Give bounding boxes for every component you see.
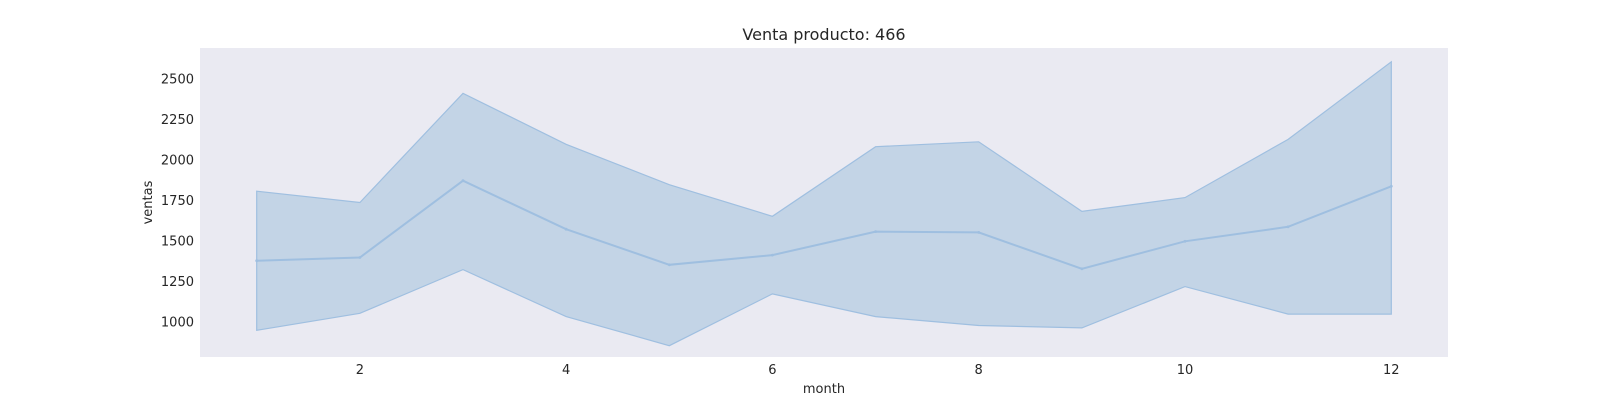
y-tick-label: 1000	[161, 315, 194, 330]
data-point	[358, 256, 362, 259]
x-tick-label: 2	[356, 363, 364, 378]
x-tick-label: 10	[1177, 363, 1194, 378]
data-point	[667, 263, 671, 267]
data-point	[1389, 184, 1393, 188]
y-axis-label: ventas	[141, 180, 156, 224]
y-tick-label: 1250	[161, 275, 194, 290]
x-tick-label: 4	[562, 363, 570, 378]
series-line-layer	[255, 179, 1393, 271]
x-tick-label: 8	[975, 363, 983, 378]
y-tick-label: 1750	[161, 194, 194, 209]
x-axis-label: month	[803, 382, 845, 397]
data-point	[1183, 239, 1187, 243]
confidence-band-layer	[256, 60, 1392, 347]
data-point	[977, 231, 981, 234]
y-tick-label: 2250	[161, 113, 194, 128]
y-tick-label: 1500	[161, 235, 194, 250]
data-point	[461, 179, 465, 183]
x-tick-labels: 2 4 6 8 10 12	[356, 363, 1400, 378]
x-tick-label: 12	[1383, 363, 1400, 378]
y-tick-label: 2500	[161, 73, 194, 88]
confidence-band	[256, 60, 1392, 347]
chart-title: Venta producto: 466	[742, 25, 905, 44]
x-tick-label: 6	[768, 363, 776, 378]
y-tick-labels: 1000 1250 1500 1750 2000 2250 2500	[161, 73, 194, 331]
data-point	[1286, 225, 1290, 229]
data-point	[1080, 267, 1084, 271]
data-point	[255, 259, 259, 263]
series-line	[256, 179, 1392, 270]
data-point	[564, 227, 568, 231]
data-point	[771, 253, 774, 257]
y-tick-label: 2000	[161, 154, 194, 169]
data-point	[874, 230, 877, 234]
